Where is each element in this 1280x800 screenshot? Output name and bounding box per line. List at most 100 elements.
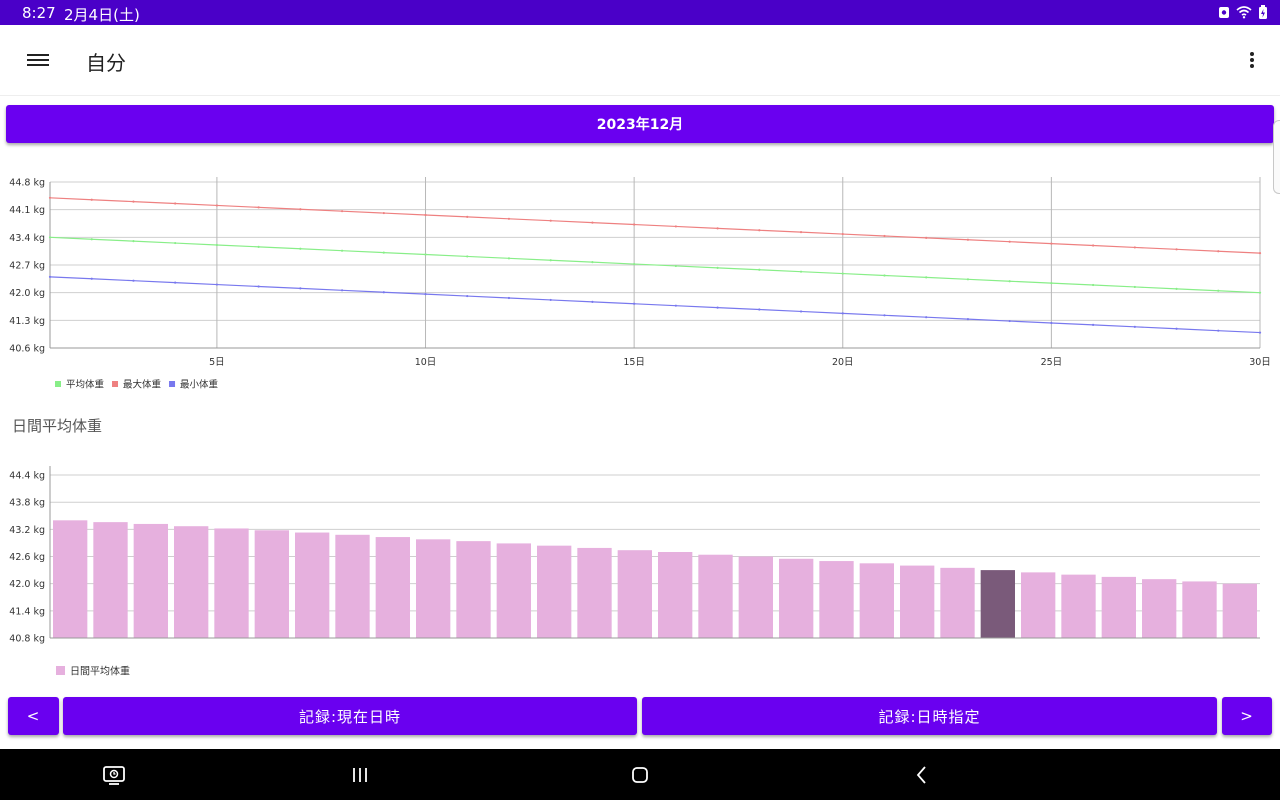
data-point (841, 232, 844, 236)
data-point (215, 283, 218, 286)
legend-label: 最大体重 (123, 379, 162, 391)
bar (214, 528, 249, 638)
data-point (340, 210, 344, 213)
daily-average-bar-chart: 40.8 kg 41.4 kg 42.0 kg 42.6 kg 43.2 kg 43.8 … (9, 466, 1260, 678)
data-point (424, 293, 427, 296)
data-point (674, 304, 677, 307)
data-point (215, 204, 218, 207)
bar (819, 561, 854, 638)
data-point (1050, 282, 1053, 285)
data-point (1008, 280, 1011, 283)
data-point (1092, 283, 1095, 287)
record-specified-button[interactable]: 記録:日時指定 (642, 697, 1217, 735)
bar (537, 545, 572, 638)
weight-line-chart: 40.6 kg 41.3 kg 42.0 kg 42.7 kg 43.4 kg 44.1 … (9, 177, 1271, 391)
y-tick-label: 44.4 kg (9, 471, 45, 482)
data-point (299, 287, 302, 290)
data-point (132, 279, 135, 282)
y-tick-label: 41.4 kg (9, 606, 45, 617)
y-tick-label: 42.7 kg (9, 261, 45, 272)
data-point (90, 238, 93, 241)
data-point (174, 202, 177, 205)
month-selector-button[interactable]: 2023年12月 (6, 105, 1274, 143)
data-point (1092, 323, 1095, 326)
nav-back-button[interactable] (910, 763, 934, 787)
legend-swatch (112, 381, 119, 387)
bar (900, 565, 935, 638)
data-point (591, 261, 594, 264)
data-point (591, 221, 594, 224)
nav-recent-apps-button[interactable] (348, 763, 372, 787)
status-time: 8:27 (22, 4, 56, 22)
nav-home-button[interactable] (628, 763, 652, 787)
data-point (633, 302, 636, 305)
data-point (48, 275, 52, 278)
next-month-button[interactable]: > (1222, 697, 1272, 735)
legend-swatch (169, 381, 176, 387)
data-point (257, 206, 260, 209)
data-point (1092, 244, 1095, 247)
legend-swatch (55, 381, 61, 387)
data-point (48, 236, 52, 239)
data-point (424, 213, 427, 217)
y-tick-label: 43.4 kg (9, 233, 45, 244)
bar (1182, 581, 1217, 638)
data-point (382, 251, 385, 254)
data-point (1175, 248, 1178, 251)
edge-panel-handle[interactable] (1273, 120, 1280, 194)
data-point (674, 225, 677, 228)
x-tick-label: 20日 (832, 357, 854, 368)
data-point (382, 291, 385, 294)
bar (617, 550, 652, 638)
data-point (925, 276, 928, 279)
more-options-button[interactable] (1244, 47, 1260, 73)
y-tick-label: 42.6 kg (9, 552, 45, 563)
data-point (466, 255, 469, 258)
status-bar: 8:27 2月4日(土) (0, 0, 1280, 25)
data-point (925, 316, 928, 319)
bar (658, 552, 693, 638)
data-point (174, 281, 177, 284)
bar (254, 530, 289, 638)
legend-swatch (56, 666, 65, 675)
bar (940, 567, 975, 638)
y-tick-label: 43.2 kg (9, 525, 45, 536)
recent-apps-icon (353, 768, 367, 782)
data-point (758, 268, 761, 271)
data-point (507, 296, 511, 300)
record-now-button[interactable]: 記録:現在日時 (63, 697, 637, 735)
status-date: 2月4日(土) (64, 6, 140, 24)
data-point (549, 259, 552, 262)
page-title: 自分 (86, 51, 126, 75)
data-point (340, 289, 344, 292)
bar (1142, 579, 1177, 638)
bar (1021, 572, 1056, 638)
y-tick-label: 42.0 kg (9, 288, 45, 299)
data-point (883, 234, 886, 238)
menu-button[interactable] (22, 47, 54, 73)
data-point (132, 240, 135, 243)
data-point (841, 312, 844, 315)
data-point (1258, 252, 1262, 255)
bar (174, 526, 209, 638)
bar (375, 537, 410, 638)
nav-screen-time-button[interactable] (102, 763, 126, 787)
data-point (549, 298, 552, 302)
data-point (257, 245, 260, 248)
data-point (799, 310, 803, 313)
data-point (507, 257, 511, 260)
data-point (424, 253, 427, 256)
data-point (966, 318, 970, 321)
data-point (1008, 319, 1011, 323)
battery-icon (1259, 5, 1267, 19)
data-point (1258, 331, 1262, 334)
data-point (1175, 327, 1178, 330)
bar (577, 547, 612, 638)
y-tick-label: 41.3 kg (9, 316, 45, 327)
prev-month-button[interactable]: < (8, 697, 59, 735)
hamburger-menu-icon (27, 54, 49, 66)
series-line (49, 236, 1261, 294)
bar (416, 539, 451, 638)
y-tick-label: 42.0 kg (9, 579, 45, 590)
data-point (633, 223, 636, 226)
